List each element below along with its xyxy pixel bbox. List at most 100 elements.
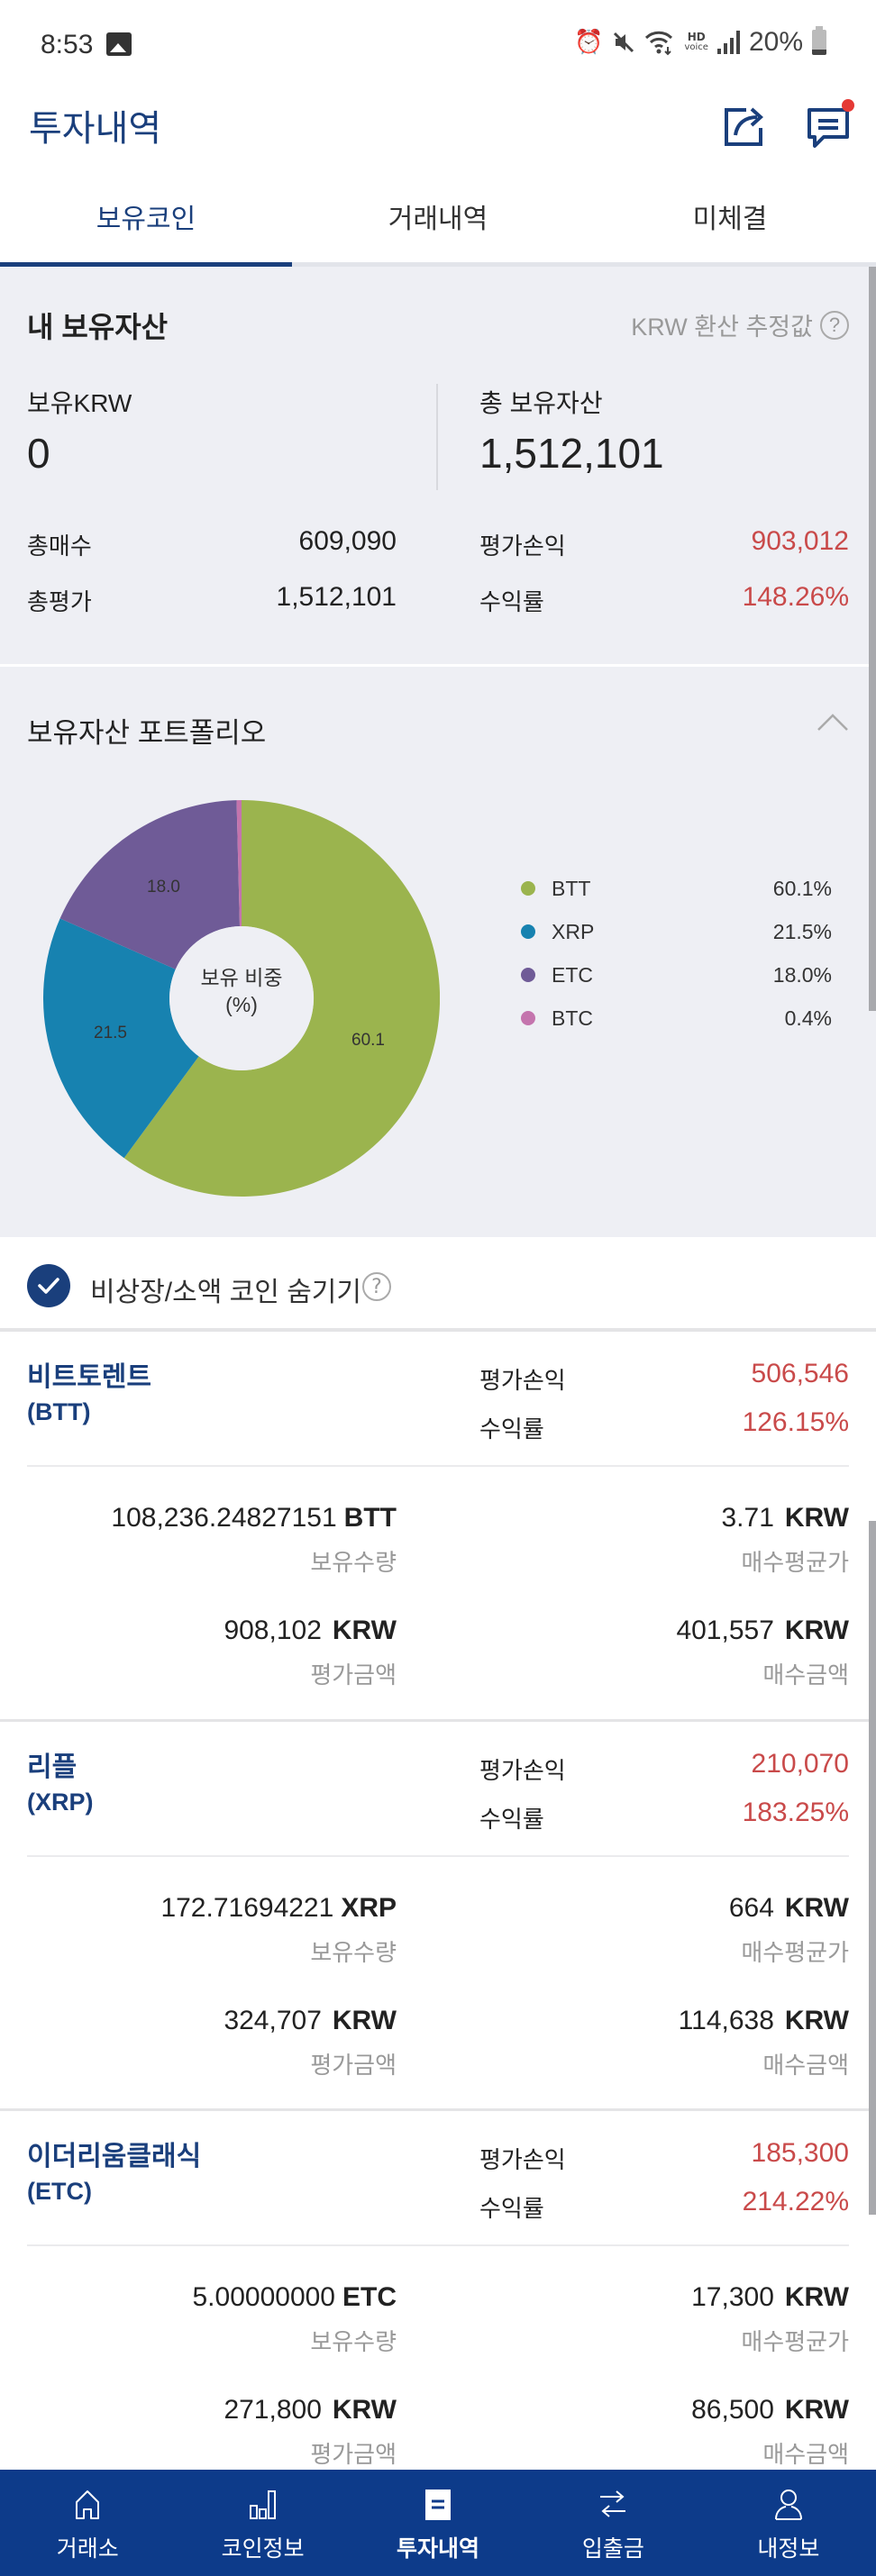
return-value: 183.25% bbox=[742, 1798, 849, 1827]
slice-label-etc: 18.0 bbox=[147, 878, 180, 897]
chevron-up-icon bbox=[817, 714, 848, 731]
pnl-value: 903,012 bbox=[751, 526, 849, 556]
chart-legend: BTT 60.1% XRP 21.5% ETC 18.0% BTC 0.4% bbox=[521, 867, 832, 1040]
nav-investment-history[interactable]: 투자내역 bbox=[351, 2470, 525, 2576]
coin-card-xrp[interactable]: 리플 (XRP) 평가손익 210,070 수익률 183.25% 172.71… bbox=[0, 1722, 876, 2111]
eval-amount: 271,800 KRW 평가금액 bbox=[224, 2395, 397, 2468]
checkmark-icon bbox=[38, 1278, 59, 1294]
krw-balance-value: 0 bbox=[27, 430, 50, 477]
coin-name: 이더리움클래식 bbox=[27, 2142, 202, 2171]
home-icon bbox=[76, 2490, 100, 2519]
pnl-label: 평가손익 bbox=[479, 1757, 566, 1784]
legend-item-xrp: XRP 21.5% bbox=[521, 910, 832, 953]
tab-holdings[interactable]: 보유코인 bbox=[0, 180, 292, 267]
notification-button[interactable] bbox=[804, 99, 854, 151]
buy-amount: 401,557 KRW 매수금액 bbox=[676, 1616, 849, 1689]
asset-summary: 내 보유자산 KRW 환산 추정값 ? 보유KRW 0 총 보유자산 1,512… bbox=[0, 267, 876, 664]
return-value: 126.15% bbox=[742, 1407, 849, 1437]
battery-percent: 20% bbox=[748, 27, 803, 57]
avg-buy-price: 664 KRW 매수평균가 bbox=[728, 1893, 849, 1966]
summary-title: 내 보유자산 bbox=[27, 311, 169, 343]
wifi-icon bbox=[645, 31, 673, 56]
page-title: 투자내역 bbox=[29, 109, 162, 149]
alarm-icon: ⏰ bbox=[574, 29, 604, 56]
coin-divider bbox=[27, 1465, 849, 1467]
section-divider bbox=[0, 664, 876, 667]
hide-small-coins-row: 비상장/소액 코인 숨기기 ? bbox=[0, 1237, 876, 1332]
app-header: 투자내역 bbox=[0, 90, 876, 180]
list-scrollbar[interactable] bbox=[869, 1521, 876, 2215]
mute-icon bbox=[614, 32, 634, 53]
total-assets-value: 1,512,101 bbox=[479, 430, 664, 477]
coin-card-etc[interactable]: 이더리움클래식 (ETC) 평가손익 185,300 수익률 214.22% 5… bbox=[0, 2111, 876, 2508]
help-icon[interactable]: ? bbox=[362, 1272, 391, 1301]
user-icon bbox=[774, 2490, 802, 2520]
legend-item-etc: ETC 18.0% bbox=[521, 953, 832, 997]
legend-dot bbox=[521, 1011, 535, 1025]
share-button[interactable] bbox=[719, 101, 770, 151]
portfolio-section: 보유자산 포트폴리오 18.0 21.5 60.1 보유 비중 (%) BTT … bbox=[0, 667, 876, 1237]
holding-qty: 172.71694221 XRP 보유수량 bbox=[160, 1893, 397, 1966]
bar-chart-icon bbox=[249, 2490, 276, 2519]
total-eval-label: 총평가 bbox=[27, 588, 92, 615]
holding-qty: 5.00000000 ETC 보유수량 bbox=[192, 2282, 397, 2355]
gallery-icon bbox=[106, 32, 132, 56]
return-label: 수익률 bbox=[479, 1415, 544, 1443]
return-value: 214.22% bbox=[742, 2187, 849, 2216]
help-icon[interactable]: ? bbox=[820, 310, 849, 340]
krw-balance-label: 보유KRW bbox=[27, 389, 132, 417]
chat-icon bbox=[808, 108, 849, 148]
status-bar: 8:53 ⏰ HD voice 20% bbox=[0, 0, 876, 90]
hd-voice-icon: HD voice bbox=[684, 31, 708, 52]
slice-label-xrp: 21.5 bbox=[94, 1024, 127, 1042]
collapse-button[interactable] bbox=[817, 712, 849, 733]
total-buy-label: 총매수 bbox=[27, 532, 92, 560]
total-eval-value: 1,512,101 bbox=[276, 582, 397, 612]
coin-symbol: (BTT) bbox=[27, 1398, 91, 1425]
status-time: 8:53 bbox=[41, 30, 94, 59]
return-value: 148.26% bbox=[742, 582, 849, 612]
portfolio-donut-chart bbox=[43, 800, 440, 1197]
total-buy-value: 609,090 bbox=[298, 526, 397, 556]
legend-item-btc: BTC 0.4% bbox=[521, 997, 832, 1040]
donut-center-label: 보유 비중 (%) bbox=[200, 966, 283, 1016]
legend-item-btt: BTT 60.1% bbox=[521, 867, 832, 910]
eval-amount: 324,707 KRW 평가금액 bbox=[224, 2006, 397, 2079]
portfolio-title: 보유자산 포트폴리오 bbox=[27, 717, 267, 749]
tab-pending[interactable]: 미체결 bbox=[692, 205, 768, 234]
holding-qty: 108,236.24827151 BTT 보유수량 bbox=[111, 1503, 397, 1576]
coin-name: 리플 bbox=[27, 1752, 78, 1782]
bottom-navigation: 거래소 코인정보 투자내역 입출금 내정보 bbox=[0, 2470, 876, 2576]
coin-symbol: (ETC) bbox=[27, 2178, 92, 2205]
return-label: 수익률 bbox=[479, 1806, 544, 1833]
eval-amount: 908,102 KRW 평가금액 bbox=[224, 1616, 397, 1689]
nav-deposit-withdraw[interactable]: 입출금 bbox=[525, 2470, 700, 2576]
slice-btc bbox=[236, 800, 242, 926]
buy-amount: 114,638 KRW 매수금액 bbox=[678, 2006, 849, 2079]
coin-divider bbox=[27, 2244, 849, 2246]
coin-card-btt[interactable]: 비트토렌트 (BTT) 평가손익 506,546 수익률 126.15% 108… bbox=[0, 1332, 876, 1722]
legend-dot bbox=[521, 924, 535, 939]
nav-coin-info[interactable]: 코인정보 bbox=[175, 2470, 350, 2576]
coin-name: 비트토렌트 bbox=[27, 1362, 151, 1392]
slice-label-btt: 60.1 bbox=[351, 1031, 385, 1050]
tab-transactions[interactable]: 거래내역 bbox=[388, 205, 488, 234]
status-icons: ⏰ HD voice 20% bbox=[574, 26, 826, 58]
avg-buy-price: 3.71 KRW 매수평균가 bbox=[721, 1503, 850, 1576]
buy-amount: 86,500 KRW 매수금액 bbox=[691, 2395, 849, 2468]
legend-dot bbox=[521, 968, 535, 982]
tab-bar: 보유코인 거래내역 미체결 bbox=[0, 180, 876, 267]
pnl-label: 평가손익 bbox=[479, 2146, 566, 2173]
nav-my-info[interactable]: 내정보 bbox=[701, 2470, 876, 2576]
summary-divider bbox=[436, 384, 438, 490]
battery-icon bbox=[812, 26, 826, 55]
slice-etc bbox=[59, 800, 240, 969]
summary-scrollbar[interactable] bbox=[869, 267, 876, 1011]
list-icon bbox=[425, 2490, 452, 2520]
share-icon bbox=[725, 107, 763, 146]
total-assets-label: 총 보유자산 bbox=[479, 389, 603, 417]
krw-estimate: KRW 환산 추정값 ? bbox=[631, 307, 849, 342]
nav-exchange[interactable]: 거래소 bbox=[0, 2470, 175, 2576]
hide-small-coins-label[interactable]: 비상장/소액 코인 숨기기 bbox=[90, 1278, 362, 1307]
hide-small-coins-checkbox[interactable] bbox=[27, 1264, 70, 1307]
